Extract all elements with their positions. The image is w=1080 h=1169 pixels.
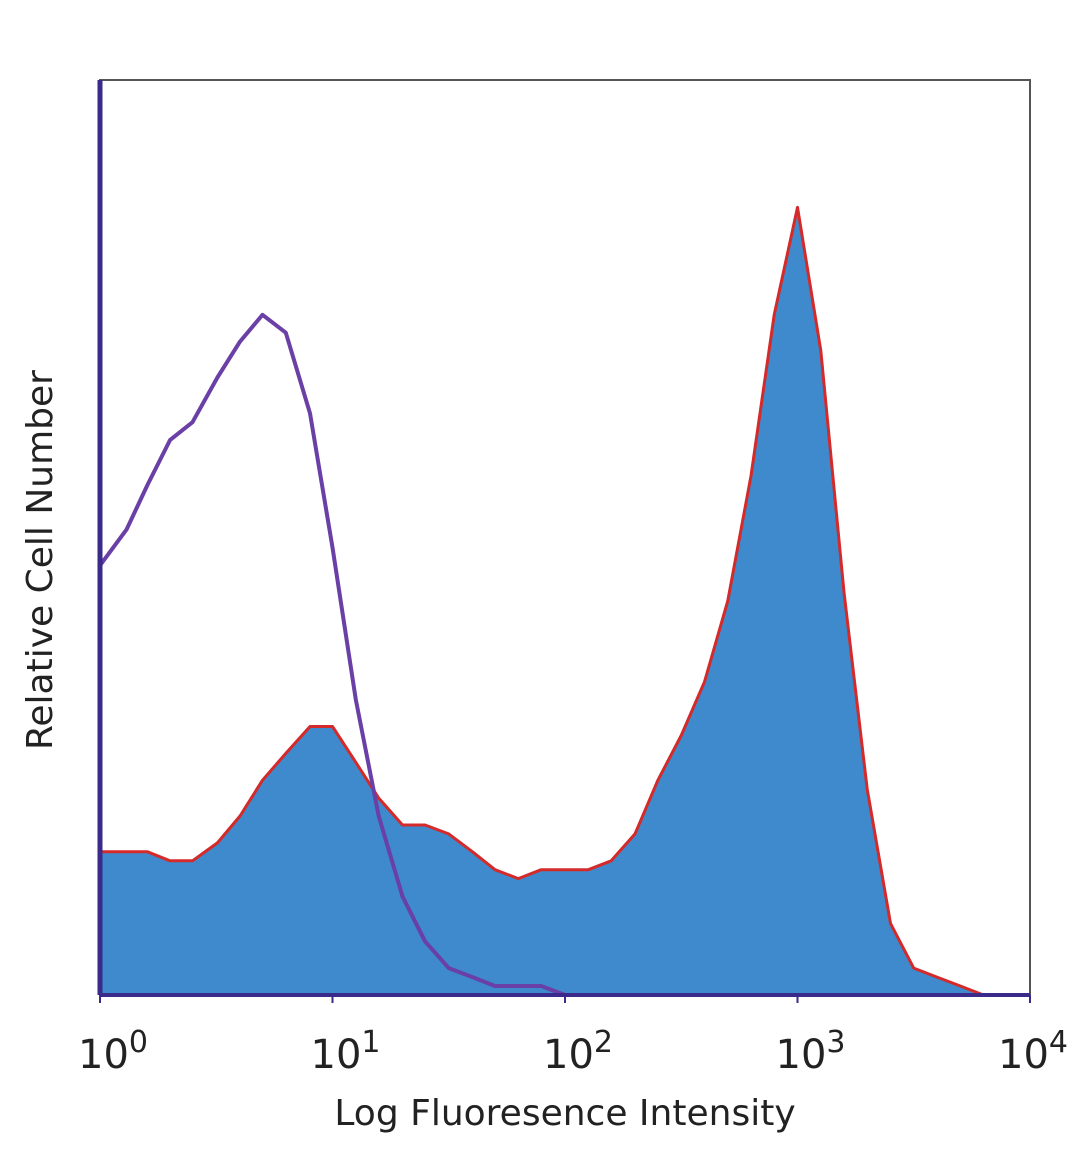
x-axis-title: Log Fluoresence Intensity — [334, 1093, 795, 1134]
y-axis-title: Relative Cell Number — [20, 370, 61, 750]
x-tick-label: 104 — [998, 1025, 1068, 1078]
x-tick-labels: 100 101 102 103 104 — [78, 995, 1068, 1078]
x-tick-label: 102 — [543, 1025, 613, 1078]
x-tick-label: 100 — [78, 1025, 148, 1078]
series-1-fill — [100, 207, 1030, 995]
series-1-outline — [100, 205, 1030, 997]
x-tick-label: 101 — [311, 1025, 381, 1078]
x-tick-label: 103 — [776, 1025, 846, 1078]
